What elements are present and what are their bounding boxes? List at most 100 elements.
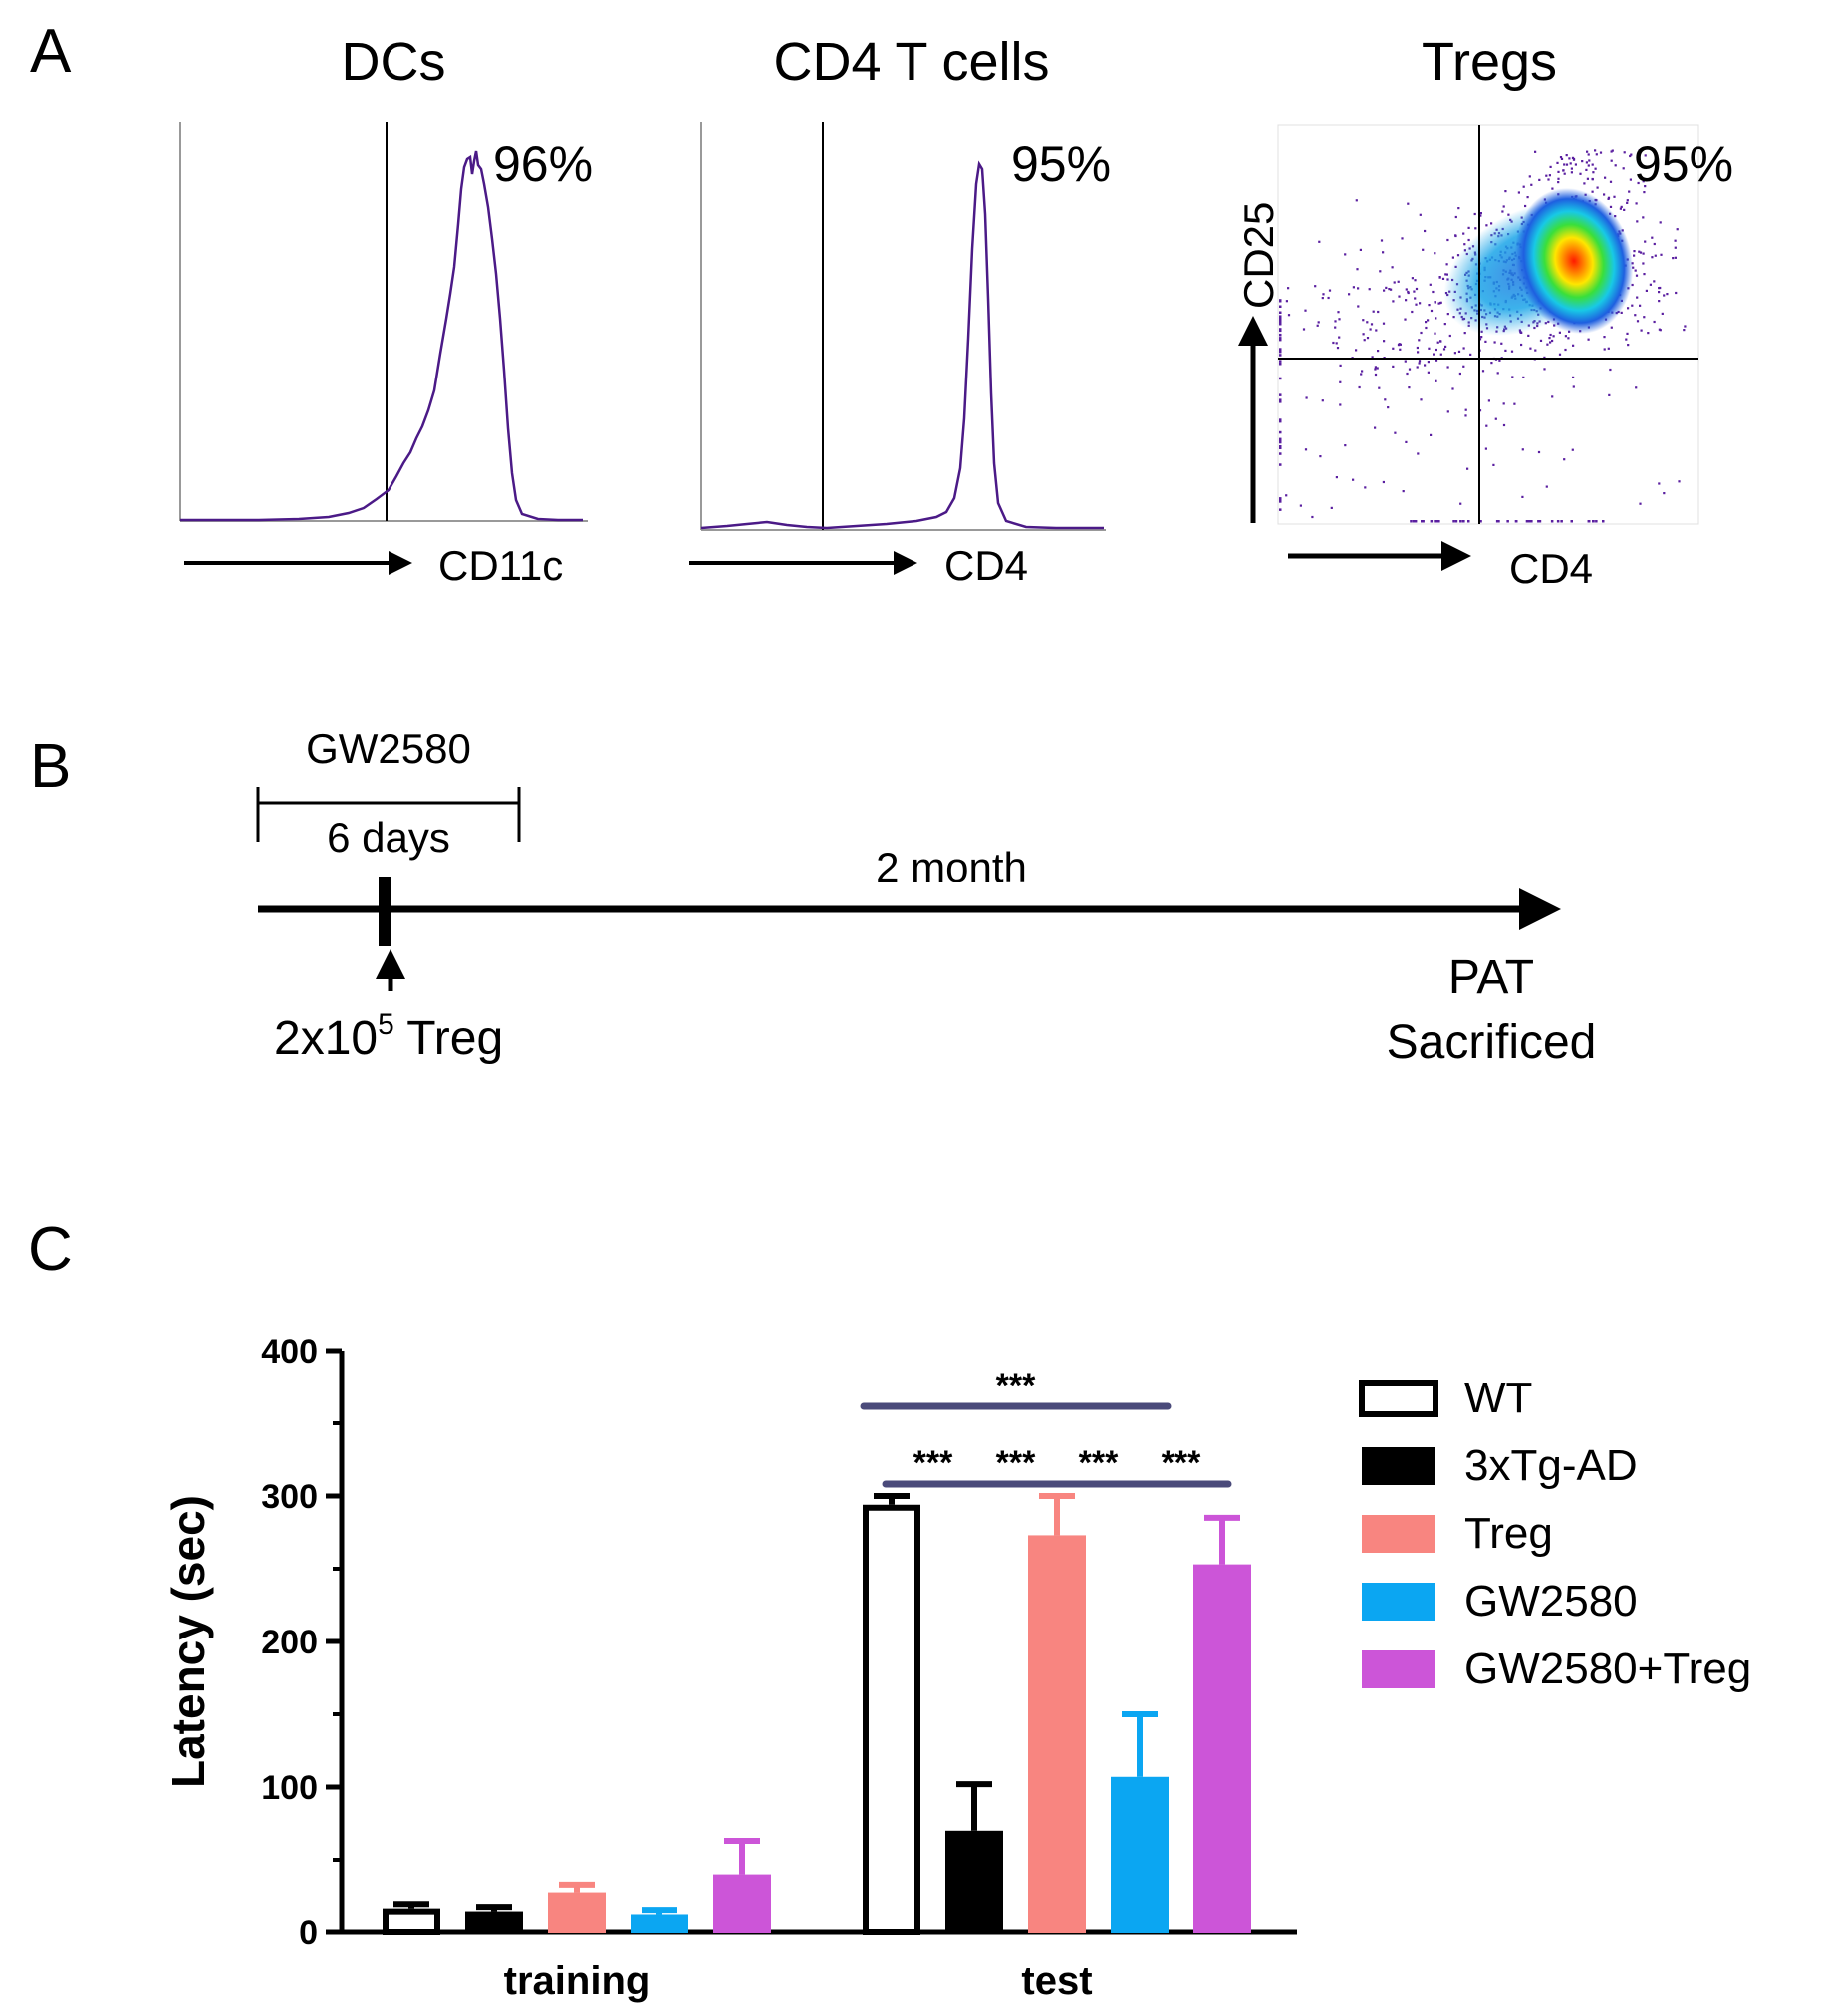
tregs-event-dot [1596, 186, 1599, 189]
panel-b: B GW2580 6 days 2 month 2x105 Treg PAT S… [30, 725, 1596, 1069]
tregs-event-dot [1562, 169, 1565, 172]
tregs-event-dot [1629, 154, 1632, 158]
tregs-event-dot [1279, 445, 1282, 448]
tregs-event-dot [1402, 490, 1405, 493]
tregs-event-dot [1438, 276, 1441, 279]
tregs-event-dot [1498, 359, 1501, 362]
tregs-event-dot [1607, 347, 1610, 350]
tregs-event-dot [1428, 347, 1431, 350]
tregs-event-dot [1581, 160, 1584, 163]
tregs-event-dot [1434, 252, 1436, 255]
tregs-event-dot [1427, 361, 1430, 364]
tregs-event-dot [1658, 328, 1661, 331]
tregs-event-dot [1446, 313, 1449, 316]
tregs-event-dot [1446, 238, 1449, 242]
tregs-event-dot [1432, 290, 1435, 294]
tregs-event-dot [1383, 289, 1386, 292]
tregs-event-dot [1311, 515, 1314, 519]
tregs-event-dot [1635, 274, 1639, 277]
tregs-event-dot [1479, 214, 1482, 217]
tregs-event-dot [1318, 240, 1321, 243]
tregs-event-dot [1494, 417, 1497, 420]
tregs-event-dot [1675, 291, 1678, 295]
tregs-event-dot [1279, 334, 1282, 337]
tregs-event-dot [1502, 423, 1506, 427]
tregs-event-dot [1463, 243, 1466, 246]
tregs-event-dot [1418, 360, 1422, 363]
y-tick-label: 100 [261, 1769, 318, 1807]
tregs-percent: 95% [1634, 136, 1733, 192]
tregs-event-dot [1435, 359, 1438, 362]
latency-bar-chart: 0 100 200 300 400 Latency (sec) training test **… [162, 1333, 1297, 2003]
tregs-event-dot [1595, 520, 1598, 523]
tregs-event-dot [1636, 320, 1640, 323]
tregs-event-dot [1393, 281, 1396, 284]
tregs-event-dot [1534, 349, 1537, 352]
tregs-event-dot [1649, 283, 1652, 286]
tregs-event-dot [1352, 286, 1355, 289]
tregs-event-dot [1279, 321, 1282, 324]
tregs-event-dot [1462, 232, 1465, 235]
tregs-event-dot [1302, 328, 1306, 331]
tregs-event-dot [1433, 353, 1435, 356]
tregs-event-dot [1352, 478, 1355, 481]
y-tick-label: 0 [299, 1914, 318, 1952]
tregs-event-dot [1636, 296, 1639, 299]
tregs-event-dot [1653, 280, 1656, 283]
tregs-event-dot [1666, 293, 1669, 296]
tregs-event-dot [1644, 240, 1647, 243]
tregs-event-dot [1425, 321, 1428, 324]
tregs-event-dot [1321, 399, 1324, 402]
tregs-event-dot [1371, 356, 1374, 359]
timeline-drug: GW2580 [306, 725, 471, 772]
tregs-plot-frame [1277, 124, 1699, 525]
tregs-event-dot [1549, 341, 1552, 344]
tregs-event-dot [1422, 248, 1425, 251]
tregs-event-dot [1647, 332, 1650, 335]
tregs-event-dot [1462, 347, 1465, 350]
bar-training-wt [383, 1908, 440, 1936]
tregs-event-dot [1279, 354, 1282, 357]
tregs-event-dot [1479, 212, 1482, 215]
tregs-event-dot [1422, 520, 1425, 523]
tregs-event-dot [1676, 228, 1679, 231]
tregs-event-dot [1602, 520, 1605, 523]
tregs-event-dot [1521, 448, 1524, 451]
bar-training-3xtg-ad [465, 1911, 523, 1934]
tregs-event-dot [1558, 331, 1561, 334]
tregs-event-dot [1559, 156, 1563, 159]
tregs-event-dot [1661, 312, 1664, 315]
tregs-event-dot [1490, 222, 1493, 225]
tregs-event-dot [1338, 336, 1341, 339]
tregs-event-dot [1496, 372, 1499, 375]
tregs-event-dot [1366, 321, 1369, 324]
tregs-event-dot [1279, 363, 1282, 366]
tregs-event-dot [1622, 167, 1625, 170]
tregs-event-dot [1380, 239, 1384, 242]
bar-training-gw2580-treg [713, 1874, 771, 1933]
tregs-event-dot [1398, 295, 1401, 298]
tregs-event-dot [1356, 268, 1359, 271]
tregs-event-dot [1446, 366, 1449, 369]
tregs-event-dot [1672, 257, 1675, 260]
tregs-event-dot [1394, 431, 1397, 434]
tregs-event-dot [1572, 157, 1576, 161]
tregs-event-dot [1279, 437, 1282, 441]
tregs-event-dot [1279, 360, 1282, 363]
tregs-event-dot [1419, 213, 1422, 216]
tregs-event-dot [1626, 199, 1629, 202]
tregs-event-dot [1338, 318, 1341, 321]
tregs-event-dot [1463, 332, 1466, 335]
tregs-event-dot [1287, 314, 1291, 317]
tregs-event-dot [1651, 236, 1654, 239]
tregs-event-dot [1591, 190, 1594, 193]
tregs-event-dot [1574, 163, 1577, 166]
tregs-event-dot [1279, 338, 1282, 342]
tregs-event-dot [1279, 418, 1282, 421]
tregs-event-dot [1592, 520, 1595, 523]
tregs-event-dot [1530, 183, 1533, 186]
tregs-event-dot [1610, 159, 1613, 162]
tregs-event-dot [1453, 352, 1456, 355]
tregs-event-dot [1467, 238, 1470, 242]
tregs-event-dot [1279, 350, 1282, 354]
